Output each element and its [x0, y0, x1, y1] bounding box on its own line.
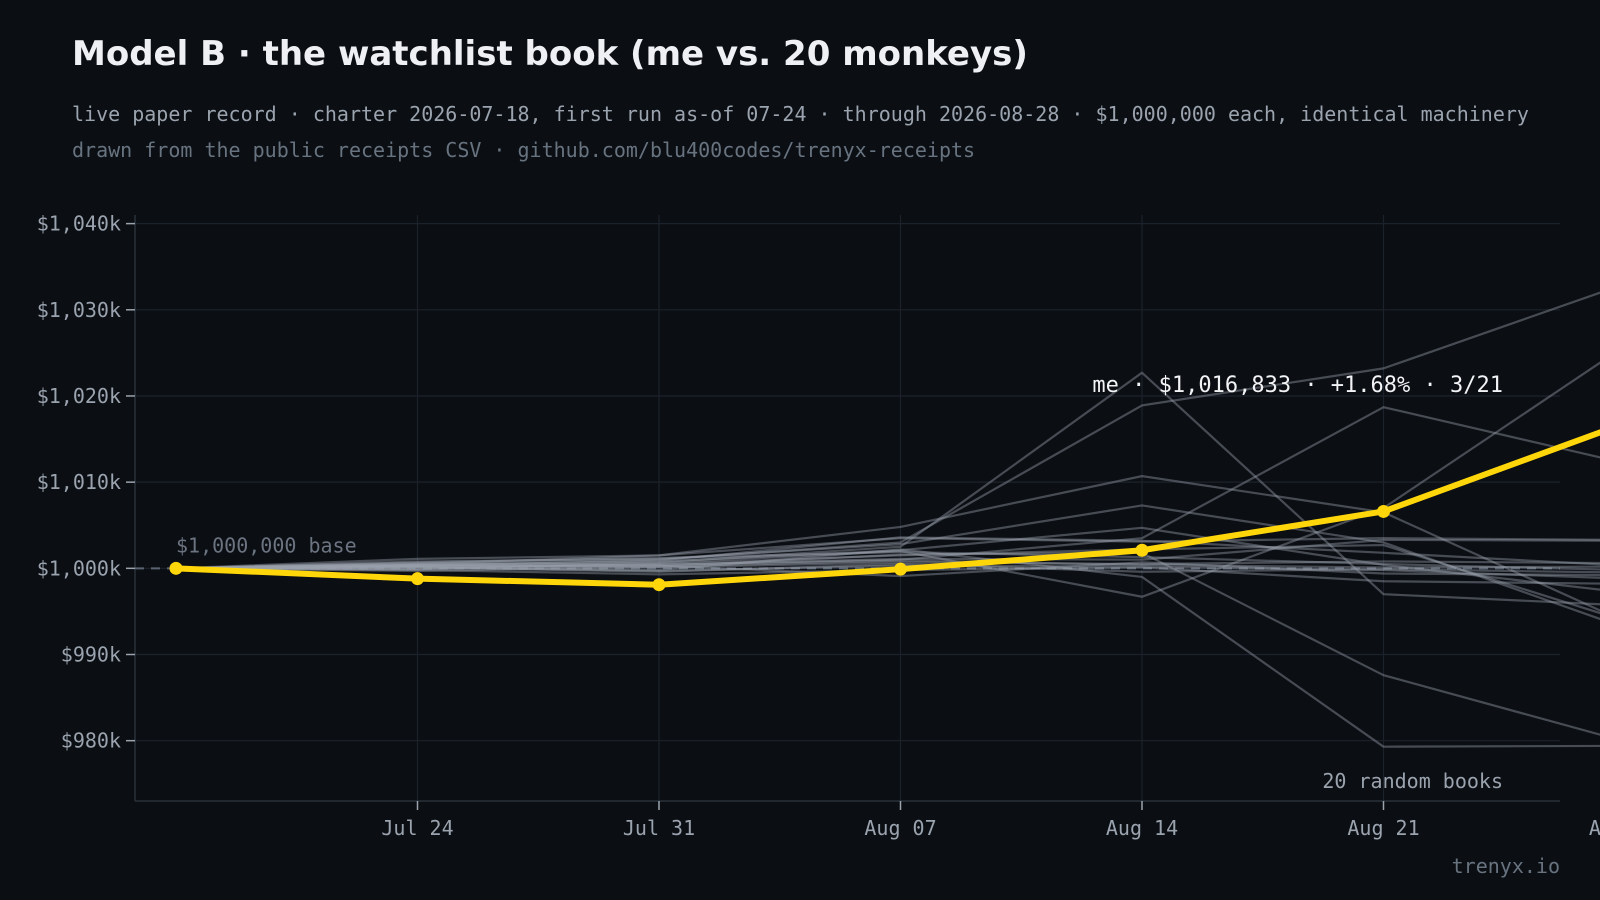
monkey-series-line	[175, 548, 1600, 748]
monkey-series-line	[175, 504, 1600, 621]
me-series-point	[169, 561, 183, 575]
x-tick-label: Aug 28	[1589, 816, 1600, 840]
monkey-series-line	[175, 538, 1600, 570]
y-tick-label: $1,020k	[37, 384, 121, 408]
monkey-series-line	[175, 371, 1600, 606]
chart-source-note: drawn from the public receipts CSV · git…	[72, 138, 976, 162]
monkey-series-line	[175, 559, 1600, 570]
monkey-series-line	[175, 560, 1600, 570]
monkey-series-line	[175, 551, 1600, 736]
monkey-series-line	[175, 550, 1600, 571]
y-tick-label: $1,000k	[37, 556, 121, 580]
monkey-series-group	[175, 291, 1600, 748]
x-tick-label: Aug 07	[864, 816, 936, 840]
chart-title: Model B · the watchlist book (me vs. 20 …	[72, 34, 1028, 74]
x-tick-label: Aug 14	[1106, 816, 1178, 840]
brand-footer: trenyx.io	[1451, 854, 1560, 878]
y-tick-label: $990k	[61, 643, 121, 667]
me-series-point	[411, 572, 424, 586]
me-series-point	[652, 578, 666, 592]
me-series-point	[1135, 543, 1149, 557]
monkey-series-line	[175, 536, 1600, 570]
x-tick-label: Aug 21	[1347, 816, 1419, 840]
me-series-point	[1377, 504, 1390, 518]
me-series-point	[894, 562, 907, 576]
baseline-label: $1,000,000 base	[176, 533, 357, 557]
me-series-label: me · $1,016,833 · +1.68% · 3/21	[1092, 373, 1503, 398]
monkey-series-line	[175, 406, 1600, 570]
chart-subtitle: live paper record · charter 2026-07-18, …	[72, 102, 1529, 126]
monkey-series-line	[175, 537, 1600, 570]
monkey-series-line	[175, 561, 1600, 578]
y-tick-label: $1,040k	[37, 212, 121, 236]
y-tick-label: $980k	[61, 729, 121, 753]
y-tick-label: $1,010k	[37, 470, 121, 494]
y-tick-label: $1,030k	[37, 298, 121, 322]
monkey-series-line	[175, 291, 1600, 570]
x-tick-label: Jul 31	[623, 816, 695, 840]
monkey-series-line	[175, 475, 1600, 612]
x-tick-label: Jul 24	[381, 816, 453, 840]
monkeys-series-label: 20 random books	[1322, 769, 1503, 793]
monkey-series-line	[175, 526, 1600, 591]
monkey-series-line	[175, 543, 1600, 615]
